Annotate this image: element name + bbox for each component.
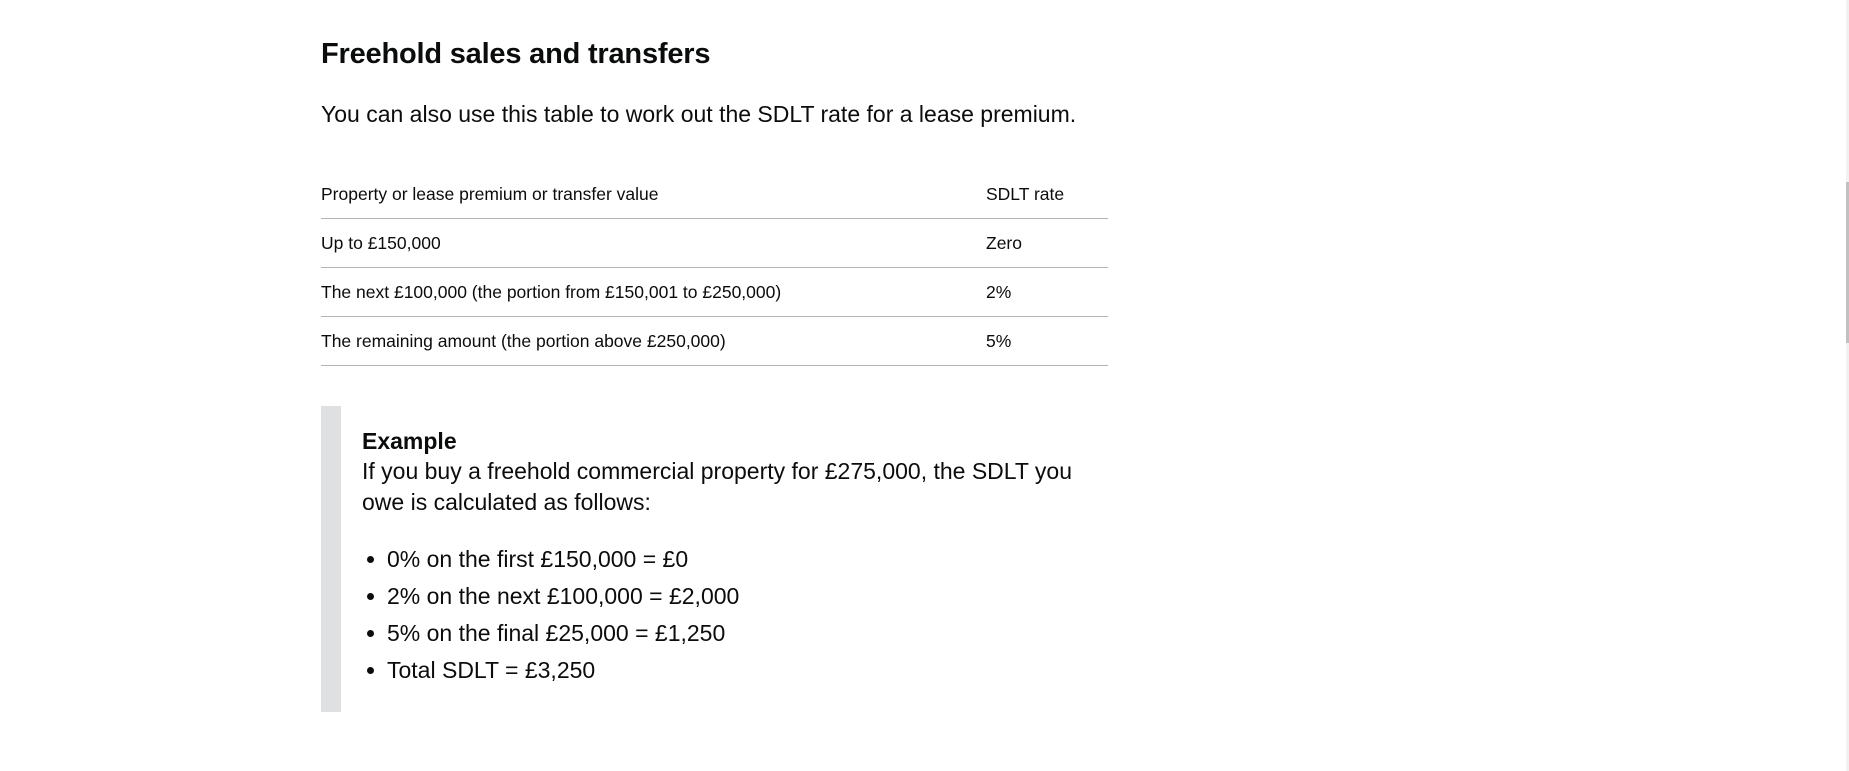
bullet-icon <box>367 667 374 674</box>
list-item-text: 2% on the next £100,000 = £2,000 <box>387 583 740 609</box>
inset-border-bar <box>321 406 341 712</box>
example-body: Example If you buy a freehold commercial… <box>362 426 1082 689</box>
table-header-row: Property or lease premium or transfer va… <box>321 170 1108 219</box>
list-item: 0% on the first £150,000 = £0 <box>362 541 1082 578</box>
example-list: 0% on the first £150,000 = £0 2% on the … <box>362 541 1082 689</box>
bullet-icon <box>367 593 374 600</box>
column-header-value: Property or lease premium or transfer va… <box>321 170 986 219</box>
column-header-rate: SDLT rate <box>986 170 1108 219</box>
cell-value: The remaining amount (the portion above … <box>321 316 986 366</box>
bullet-icon <box>367 556 374 563</box>
table-row: The next £100,000 (the portion from £150… <box>321 267 1108 317</box>
list-item-text: 0% on the first £150,000 = £0 <box>387 546 689 572</box>
vertical-scrollbar[interactable] <box>1846 0 1849 771</box>
sdlt-rates-table: Property or lease premium or transfer va… <box>321 170 1108 366</box>
scrollbar-thumb[interactable] <box>1846 182 1849 343</box>
cell-rate: 5% <box>986 316 1108 366</box>
example-title: Example <box>362 428 457 454</box>
section-title: Freehold sales and transfers <box>321 38 711 70</box>
cell-value: The next £100,000 (the portion from £150… <box>321 267 986 317</box>
cell-rate: Zero <box>986 218 1108 268</box>
list-item: 2% on the next £100,000 = £2,000 <box>362 578 1082 615</box>
cell-rate: 2% <box>986 267 1108 317</box>
bullet-icon <box>367 630 374 637</box>
list-item: 5% on the final £25,000 = £1,250 <box>362 615 1082 652</box>
table-row: Up to £150,000 Zero <box>321 218 1108 268</box>
intro-paragraph: You can also use this table to work out … <box>321 101 1077 127</box>
list-item: Total SDLT = £3,250 <box>362 652 1082 689</box>
example-text: If you buy a freehold commercial propert… <box>362 458 1072 515</box>
example-inset: Example If you buy a freehold commercial… <box>321 406 1111 712</box>
list-item-text: 5% on the final £25,000 = £1,250 <box>387 620 726 646</box>
cell-value: Up to £150,000 <box>321 218 986 268</box>
table-row: The remaining amount (the portion above … <box>321 316 1108 366</box>
list-item-text: Total SDLT = £3,250 <box>387 657 596 683</box>
